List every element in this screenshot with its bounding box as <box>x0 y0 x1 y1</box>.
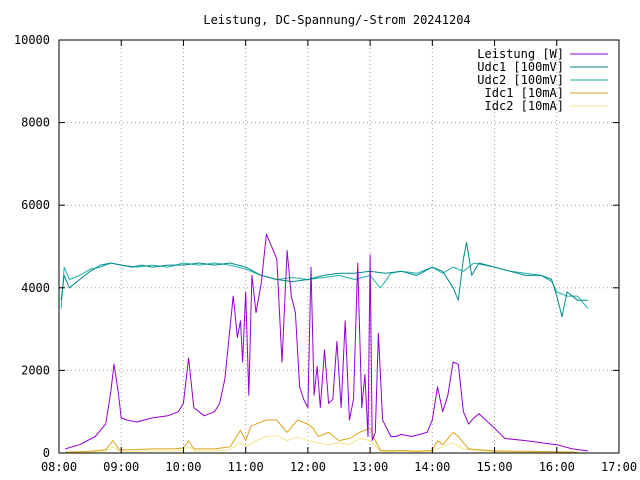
y-tick-label: 8000 <box>21 116 50 130</box>
legend-label: Idc1 [10mA] <box>485 86 564 100</box>
plot-frame <box>58 39 620 454</box>
x-tick-label: 12:00 <box>290 460 326 474</box>
series-line-1 <box>65 233 588 452</box>
x-tick-label: 09:00 <box>103 460 139 474</box>
legend-label: Leistung [W] <box>477 47 564 61</box>
y-tick-label: 6000 <box>21 198 50 212</box>
chart-title: Leistung, DC-Spannung/-Strom 20241204 <box>203 13 470 27</box>
series-lines <box>60 233 589 454</box>
legend-label: Udc1 [100mV] <box>477 60 564 74</box>
y-tick-label: 0 <box>43 446 50 460</box>
legend-label: Udc2 [100mV] <box>477 73 564 87</box>
x-tick-label: 10:00 <box>165 460 201 474</box>
y-tick-label: 4000 <box>21 281 50 295</box>
x-tick-label: 16:00 <box>539 460 575 474</box>
series-line-3 <box>60 262 589 309</box>
y-tick-label: 2000 <box>21 363 50 377</box>
axis-ticks: 08:00 09:00 10:00 11:00 12:00 13:00 14:00 15:00… <box>14 33 637 474</box>
series-line-2 <box>60 241 588 318</box>
x-tick-label: 11:00 <box>228 460 264 474</box>
x-tick-label: 08:00 <box>41 460 77 474</box>
series-line-5 <box>65 435 578 454</box>
x-tick-label: 13:00 <box>352 460 388 474</box>
x-tick-label: 17:00 <box>601 460 637 474</box>
y-tick-label: 10000 <box>14 33 50 47</box>
x-tick-label: 14:00 <box>414 460 450 474</box>
series-line-4 <box>65 419 578 453</box>
legend: Leistung [W]Udc1 [100mV]Udc2 [100mV]Idc1… <box>477 47 608 113</box>
legend-label: Idc2 [10mA] <box>485 99 564 113</box>
x-tick-label: 15:00 <box>476 460 512 474</box>
